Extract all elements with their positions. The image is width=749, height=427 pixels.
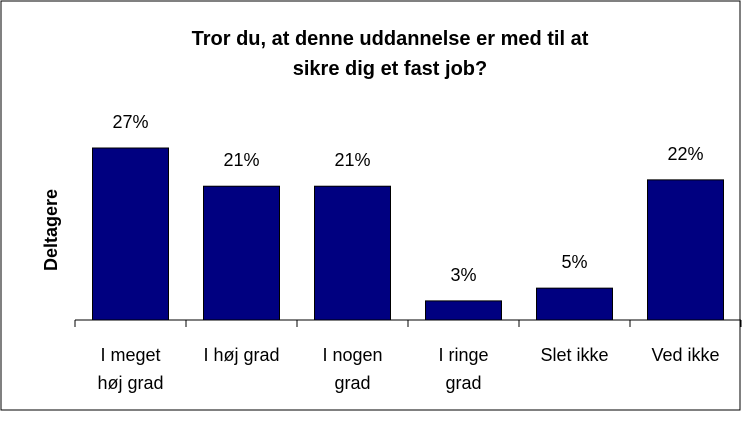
bar — [425, 300, 502, 321]
value-label: 5% — [561, 252, 587, 272]
x-tick-label: Slet ikke — [540, 345, 609, 365]
value-label: 21% — [223, 150, 259, 170]
bar — [647, 179, 724, 321]
bar — [92, 147, 169, 321]
bar — [536, 287, 613, 321]
x-tick-label: I høj grad — [203, 345, 280, 365]
x-tick-label: I ringe grad — [438, 345, 489, 393]
x-tick-label: I nogen grad — [322, 345, 383, 393]
x-tick-label: I meget høj grad — [97, 345, 164, 393]
value-label: 27% — [112, 112, 148, 132]
value-label: 22% — [667, 144, 703, 164]
bar — [203, 185, 280, 321]
bar — [314, 185, 391, 321]
y-axis-label: Deltagere — [41, 189, 61, 271]
chart-title: Tror du, at denne uddannelse er med til … — [192, 28, 589, 80]
x-tick-label: Ved ikke — [651, 345, 720, 365]
value-label: 3% — [450, 265, 476, 285]
value-label: 21% — [334, 150, 370, 170]
chart-title-group: Tror du, at denne uddannelse er med til … — [192, 28, 589, 80]
